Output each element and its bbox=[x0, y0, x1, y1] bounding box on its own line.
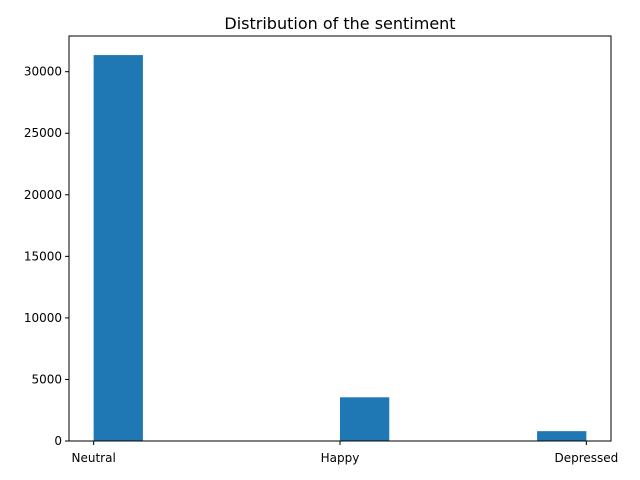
bar-bin-0 bbox=[93, 55, 143, 441]
y-tick-label: 25000 bbox=[24, 126, 62, 140]
bar-bin-9 bbox=[537, 431, 587, 441]
y-tick-label: 5000 bbox=[31, 372, 62, 386]
y-tick-label: 10000 bbox=[24, 311, 62, 325]
y-tick-label: 20000 bbox=[24, 188, 62, 202]
y-tick-label: 30000 bbox=[24, 65, 62, 79]
y-tick-label: 15000 bbox=[24, 249, 62, 263]
bars-group bbox=[93, 55, 587, 441]
plot-frame bbox=[68, 35, 612, 442]
y-tick-label: 0 bbox=[54, 434, 62, 448]
x-tick-label: Depressed bbox=[554, 451, 618, 465]
bar-bin-5 bbox=[340, 397, 390, 441]
chart-title: Distribution of the sentiment bbox=[224, 14, 455, 33]
x-axis: Neutral Happy Depressed bbox=[71, 441, 618, 465]
x-tick-label: Happy bbox=[321, 451, 360, 465]
y-axis: 0 5000 10000 15000 20000 25000 30000 bbox=[24, 65, 69, 448]
x-tick-label: Neutral bbox=[71, 451, 115, 465]
